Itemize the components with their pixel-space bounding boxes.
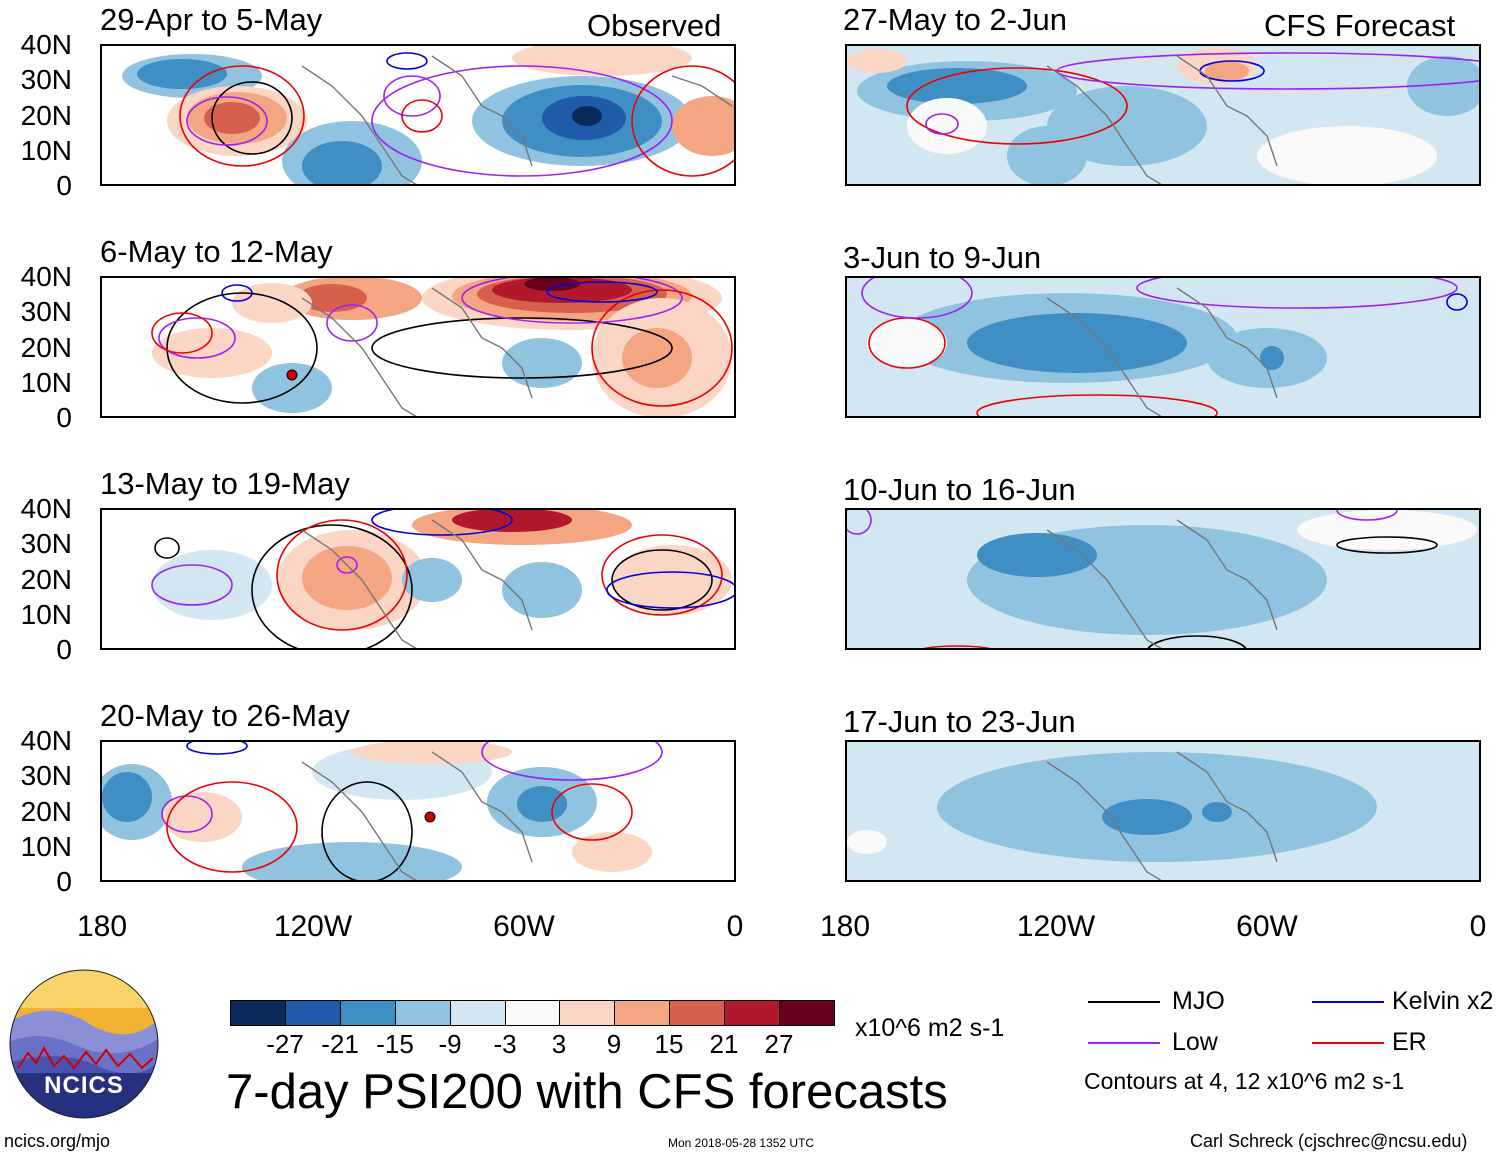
lat-label: 10N [20, 367, 72, 398]
lat-label: 30N [20, 528, 72, 559]
map-obs-2-svg [151, 278, 733, 416]
footer-author: Carl Schreck (cjschrec@ncsu.edu) [1190, 1131, 1468, 1151]
colorbar-tick-label: 27 [764, 1029, 794, 1059]
panel-title-fcst-3: 10-Jun to 16-Jun [843, 472, 1076, 507]
panel-title-fcst-1: 27-May to 2-Jun [843, 2, 1067, 37]
map-panel-obs-2 [100, 276, 736, 418]
lat-label: 30N [20, 760, 72, 791]
lat-label: 0 [56, 866, 72, 897]
legend-line-low [1088, 1042, 1160, 1044]
lon-label: 0 [1469, 910, 1487, 943]
legend-label-er: ER [1392, 1028, 1427, 1056]
lat-label: 20N [20, 796, 72, 827]
lat-label: 20N [20, 100, 72, 131]
colorbar-tick-label: -27 [266, 1029, 304, 1059]
colorbar-tick-label: 9 [606, 1029, 622, 1059]
panel-title-fcst-4: 17-Jun to 23-Jun [843, 704, 1076, 739]
colorbar-swatch [780, 1001, 834, 1025]
legend-line-mjo [1088, 1001, 1160, 1003]
map-panel-fcst-4 [845, 740, 1481, 882]
lon-label: 120W [1016, 910, 1096, 943]
colorbar-tick-label: 21 [709, 1029, 739, 1059]
ncics-logo: NCICS [8, 968, 160, 1120]
lon-label: 0 [726, 910, 744, 943]
colorbar-tick-label: -21 [321, 1029, 359, 1059]
logo-text: NCICS [44, 1072, 124, 1099]
lon-label: 180 [76, 910, 128, 943]
column-label-observed: Observed [587, 8, 722, 43]
ncics-logo-graphic [9, 969, 159, 1119]
lat-label: 30N [20, 296, 72, 327]
lat-label: 10N [20, 599, 72, 630]
colorbar-tick-label: -9 [438, 1029, 462, 1059]
colorbar-swatch [340, 1001, 396, 1025]
colorbar-tick-label: 15 [654, 1029, 684, 1059]
lat-label: 0 [56, 634, 72, 665]
lat-label: 20N [20, 332, 72, 363]
legend-line-er [1312, 1042, 1384, 1044]
map-fcst-4-svg [847, 742, 1479, 880]
lon-label: 180 [819, 910, 871, 943]
lat-label: 10N [20, 831, 72, 862]
map-panel-fcst-2 [845, 276, 1481, 418]
legend-label-kelvin: Kelvin x2 [1392, 987, 1494, 1015]
map-panel-fcst-3 [845, 508, 1481, 650]
colorbar [230, 1000, 835, 1026]
map-obs-3-svg [151, 510, 734, 648]
colorbar-swatch [505, 1001, 561, 1025]
panel-title-obs-4: 20-May to 26-May [100, 698, 350, 733]
colorbar-swatch [725, 1001, 781, 1025]
map-fcst-2-svg [847, 278, 1479, 416]
lon-label: 120W [273, 910, 353, 943]
colorbar-swatch [560, 1001, 616, 1025]
lat-label: 0 [56, 170, 72, 201]
lat-label: 30N [20, 64, 72, 95]
colorbar-tick-label: 3 [551, 1029, 567, 1059]
map-obs-4-svg [102, 742, 663, 880]
colorbar-unit: x10^6 m2 s-1 [855, 1014, 1005, 1042]
lat-label: 40N [20, 493, 72, 524]
colorbar-swatch [615, 1001, 671, 1025]
panel-title-obs-1: 29-Apr to 5-May [100, 2, 323, 37]
colorbar-swatch [285, 1001, 341, 1025]
map-panel-obs-1 [100, 44, 736, 186]
map-fcst-3-svg [847, 510, 1479, 648]
colorbar-swatch [231, 1001, 286, 1025]
colorbar-swatch [670, 1001, 726, 1025]
column-label-cfs-forecast: CFS Forecast [1264, 8, 1456, 43]
lat-label: 40N [20, 261, 72, 292]
map-fcst-1-svg [847, 46, 1479, 184]
map-obs-1-svg [122, 46, 734, 184]
contour-note: Contours at 4, 12 x10^6 m2 s-1 [1084, 1068, 1405, 1094]
map-panel-fcst-1 [845, 44, 1481, 186]
lat-label: 20N [20, 564, 72, 595]
lon-label: 60W [493, 910, 555, 943]
legend-label-low: Low [1172, 1028, 1218, 1056]
footer-url[interactable]: ncics.org/mjo [4, 1131, 111, 1151]
legend-label-mjo: MJO [1172, 987, 1225, 1015]
colorbar-swatch [395, 1001, 451, 1025]
colorbar-tick-label: -3 [493, 1029, 517, 1059]
lat-label: 40N [20, 725, 72, 756]
map-panel-obs-3 [100, 508, 736, 650]
map-panel-obs-4 [100, 740, 736, 882]
panel-title-fcst-2: 3-Jun to 9-Jun [843, 240, 1042, 275]
figure-title: 7-day PSI200 with CFS forecasts [226, 1065, 948, 1119]
panel-title-obs-2: 6-May to 12-May [100, 234, 333, 269]
lat-label: 40N [20, 29, 72, 60]
lat-label: 10N [20, 135, 72, 166]
lat-label: 0 [56, 402, 72, 433]
panel-title-obs-3: 13-May to 19-May [100, 466, 350, 501]
colorbar-swatch [450, 1001, 506, 1025]
colorbar-tick-label: -15 [376, 1029, 414, 1059]
legend-line-kelvin [1312, 1001, 1384, 1003]
lon-label: 60W [1236, 910, 1298, 943]
footer-timestamp: Mon 2018-05-28 1352 UTC [668, 1136, 815, 1150]
